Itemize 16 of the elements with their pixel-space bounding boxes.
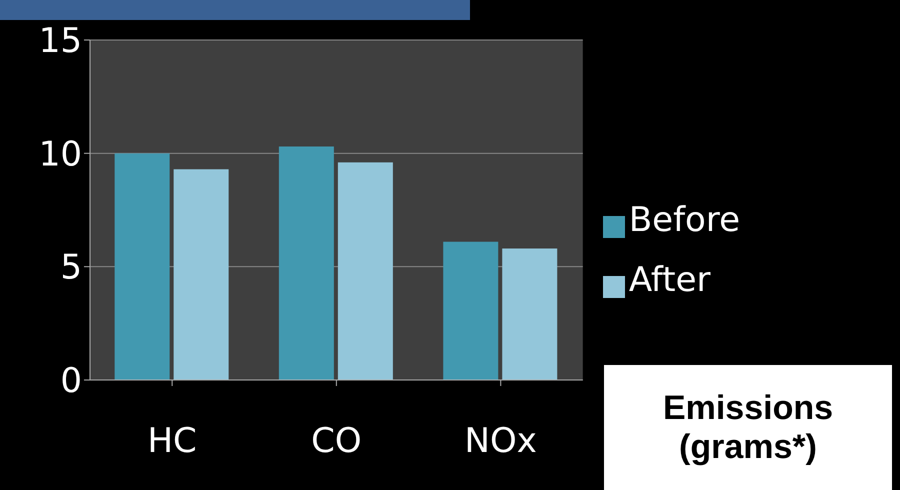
bar (114, 153, 170, 380)
legend-label: After (628, 260, 710, 300)
y-tick-label: 15 (38, 21, 82, 62)
x-tick-label: HC (147, 421, 197, 462)
legend-label: Before (628, 200, 740, 240)
bar (174, 169, 229, 380)
x-tick-label: NOx (464, 421, 537, 462)
bar (443, 242, 498, 380)
bar (338, 162, 393, 380)
x-tick-label: CO (311, 421, 362, 462)
y-tick-label: 5 (60, 248, 82, 288)
caption-box: Emissions (grams*) (604, 365, 892, 490)
y-tick-label: 10 (38, 134, 82, 174)
y-tick-label: 0 (60, 361, 82, 402)
bar (278, 146, 334, 380)
bar (502, 248, 558, 380)
